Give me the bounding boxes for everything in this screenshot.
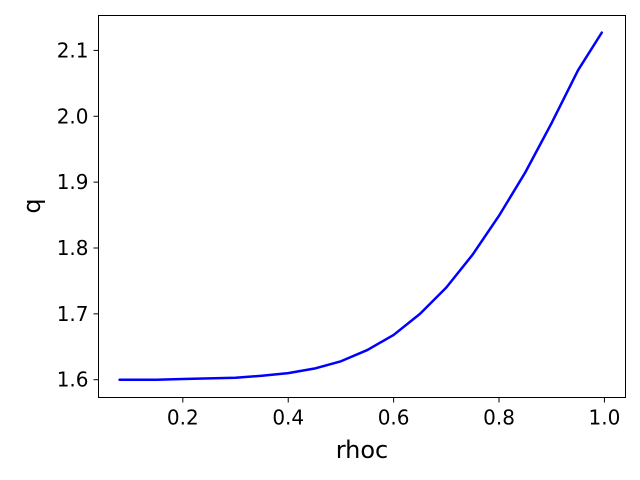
y-axis-title: q (18, 198, 46, 213)
y-tick-label: 1.8 (57, 236, 89, 260)
x-tick-label: 0.8 (483, 406, 515, 430)
plot-area-frame (98, 15, 626, 398)
axis-ticks: 0.2 0.4 0.6 0.8 1.0 1.6 1.7 1.8 1.9 2.0 2.1 (57, 38, 621, 429)
series-line-q (118, 31, 604, 381)
y-tick-label: 1.9 (57, 170, 89, 194)
x-tick-label: 1.0 (589, 406, 621, 430)
y-tick-label: 1.6 (57, 368, 89, 392)
x-tick-label: 0.6 (378, 406, 410, 430)
x-tick-label: 0.2 (167, 406, 199, 430)
x-tick-label: 0.4 (272, 406, 304, 430)
x-axis-title: rhoc (336, 436, 389, 464)
y-tick-label: 1.7 (57, 302, 89, 326)
plot-series (118, 31, 604, 381)
y-tick-label: 2.0 (57, 104, 89, 128)
y-tick-label: 2.1 (57, 38, 89, 62)
